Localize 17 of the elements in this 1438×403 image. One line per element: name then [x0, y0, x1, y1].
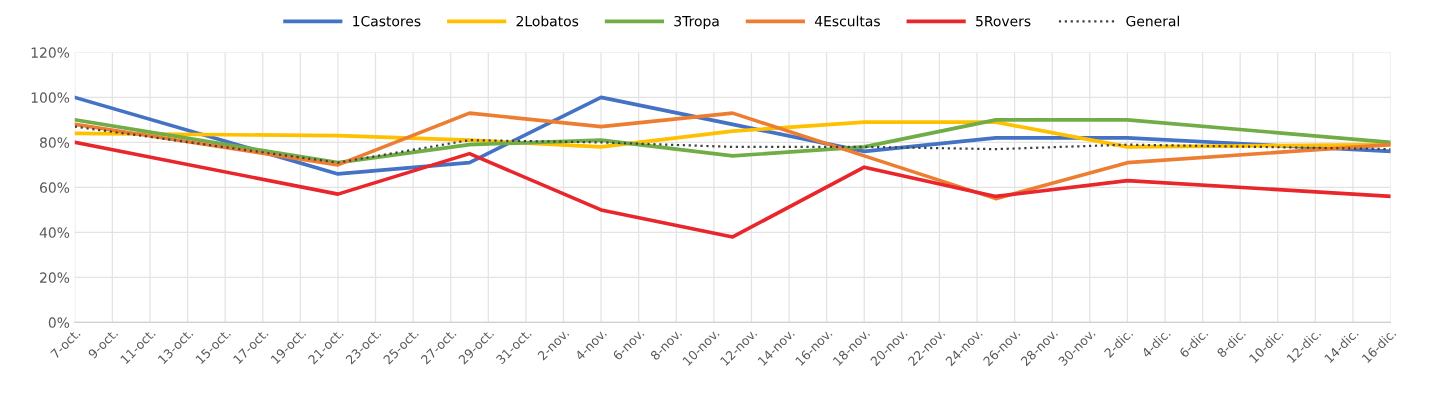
- legend-label: 2Lobatos: [516, 15, 579, 27]
- legend-label: 4Escultas: [814, 15, 880, 27]
- line-series: [74, 140, 1391, 239]
- legend-label: General: [1126, 15, 1179, 27]
- y-tick-label: 0%: [48, 317, 70, 328]
- line-series: [74, 125, 1391, 164]
- y-tick-label: 120%: [31, 47, 70, 58]
- y-tick-label: 80%: [39, 137, 70, 148]
- line-series: [74, 111, 1391, 201]
- y-tick-label: 60%: [40, 182, 70, 193]
- y-tick-label: 40%: [39, 227, 70, 238]
- legend-label: 3Tropa: [674, 15, 719, 30]
- legend-label: 5Rovers: [976, 16, 1031, 27]
- legend-label: 1Castores: [353, 15, 421, 27]
- line-series: [74, 118, 1391, 165]
- y-tick-label: 20%: [40, 272, 70, 283]
- y-tick-label: 100%: [31, 92, 70, 103]
